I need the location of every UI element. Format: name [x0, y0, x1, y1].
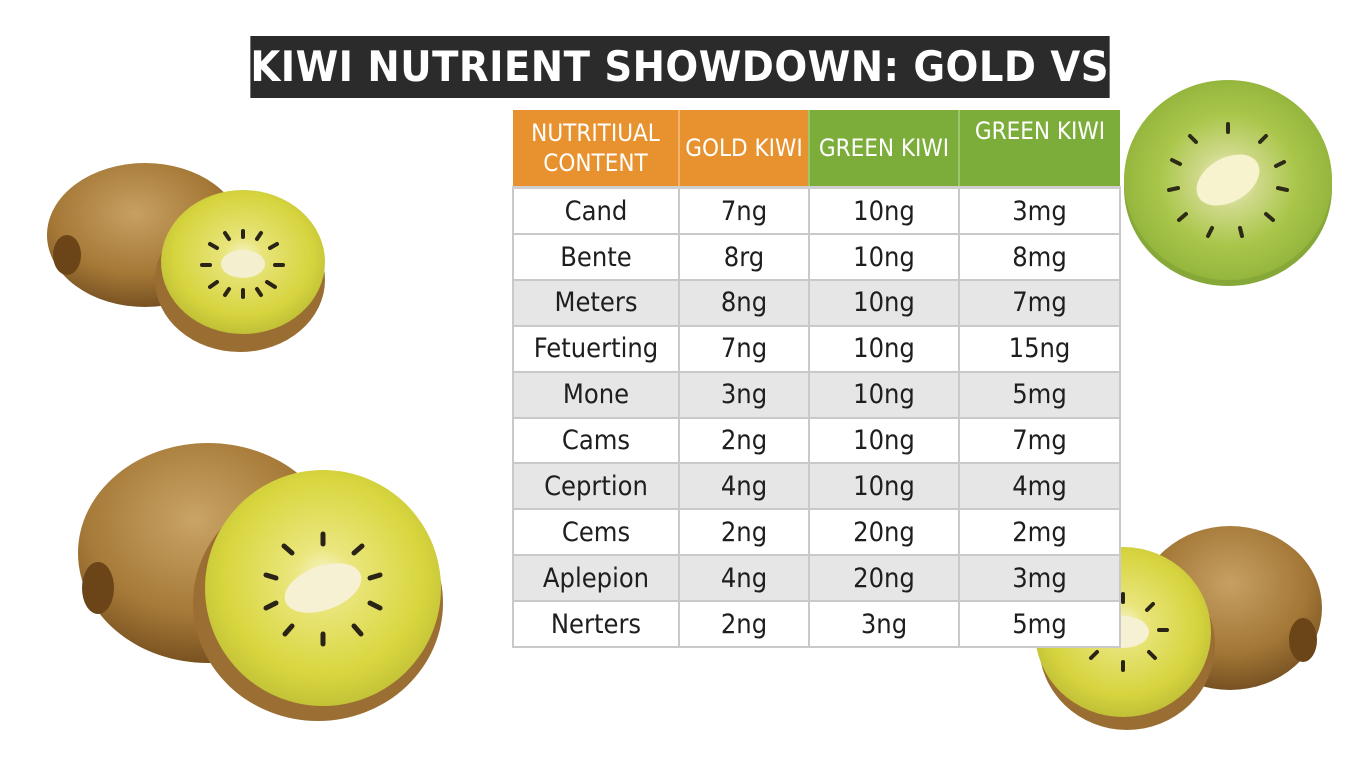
nutrient-name: Cand — [512, 186, 680, 236]
table-row: Nerters 2ng 3ng 5mg — [512, 600, 1121, 648]
nutrient-name: Aplepion — [512, 554, 680, 603]
header-green-kiwi-2: GREEN KIWI — [958, 110, 1120, 189]
table-row: Mone 3ng 10ng 5mg — [512, 370, 1121, 419]
kiwi-image-bottom-right — [1035, 520, 1325, 745]
gold-value: 8ng — [678, 278, 810, 327]
table-row: Aplepion 4ng 20ng 3mg — [512, 554, 1121, 603]
table-row: Bente 8rg 10ng 8mg — [512, 233, 1121, 281]
green-value: 20ng — [808, 554, 960, 603]
table-row: Cand 7ng 10ng 3mg — [512, 186, 1121, 236]
gold-value: 7ng — [678, 186, 810, 236]
gold-value: 4ng — [678, 554, 810, 603]
gold-value: 8rg — [678, 233, 810, 281]
table-row: Meters 8ng 10ng 7mg — [512, 278, 1121, 327]
nutrient-name: Fetuerting — [512, 324, 680, 373]
gold-value: 4ng — [678, 462, 810, 511]
green-value-2: 3mg — [958, 186, 1121, 236]
header-green-kiwi: GREEN KIWI — [808, 110, 959, 189]
kiwi-image-top-left — [45, 140, 345, 360]
green-value: 10ng — [808, 186, 960, 236]
table-row: Cams 2ng 10ng 7mg — [512, 416, 1121, 465]
nutrient-name: Ceprtion — [512, 462, 680, 511]
green-value-2: 15ng — [958, 324, 1121, 373]
green-value-2: 7mg — [958, 416, 1121, 465]
table-row: Ceprtion 4ng 10ng 4mg — [512, 462, 1121, 511]
nutrition-table: NUTRITIUAL CONTENT GOLD KIWI GREEN KIWI … — [512, 110, 1121, 648]
green-value: 10ng — [808, 324, 960, 373]
gold-value: 2ng — [678, 508, 810, 557]
green-value: 20ng — [808, 508, 960, 557]
green-value-2: 7mg — [958, 278, 1121, 327]
green-value-2: 5mg — [958, 600, 1121, 648]
kiwi-image-bottom-left — [78, 438, 448, 728]
green-value: 10ng — [808, 278, 960, 327]
nutrient-name: Meters — [512, 278, 680, 327]
header-gold-kiwi: GOLD KIWI — [678, 110, 809, 189]
gold-value: 3ng — [678, 370, 810, 419]
green-value: 10ng — [808, 462, 960, 511]
gold-value: 7ng — [678, 324, 810, 373]
green-value: 10ng — [808, 416, 960, 465]
kiwi-image-top-right — [1120, 76, 1340, 291]
nutrient-name: Cams — [512, 416, 680, 465]
green-value: 3ng — [808, 600, 960, 648]
page-title: KIWI NUTRIENT SHOWDOWN: GOLD VS. GREEN — [250, 36, 1286, 98]
nutrient-name: Nerters — [512, 600, 680, 648]
table-header-row: NUTRITIUAL CONTENT GOLD KIWI GREEN KIWI … — [513, 110, 1120, 189]
nutrient-name: Cems — [512, 508, 680, 557]
green-value-2: 2mg — [958, 508, 1121, 557]
green-value: 10ng — [808, 233, 960, 281]
green-value-2: 5mg — [958, 370, 1121, 419]
nutrient-name: Bente — [512, 233, 680, 281]
gold-value: 2ng — [678, 600, 810, 648]
green-value-2: 8mg — [958, 233, 1121, 281]
gold-value: 2ng — [678, 416, 810, 465]
table-row: Cems 2ng 20ng 2mg — [512, 508, 1121, 557]
green-value: 10ng — [808, 370, 960, 419]
green-value-2: 3mg — [958, 554, 1121, 603]
green-value-2: 4mg — [958, 462, 1121, 511]
table-row: Fetuerting 7ng 10ng 15ng — [512, 324, 1121, 373]
nutrient-name: Mone — [512, 370, 680, 419]
header-nutritional-content: NUTRITIUAL CONTENT — [513, 110, 679, 189]
